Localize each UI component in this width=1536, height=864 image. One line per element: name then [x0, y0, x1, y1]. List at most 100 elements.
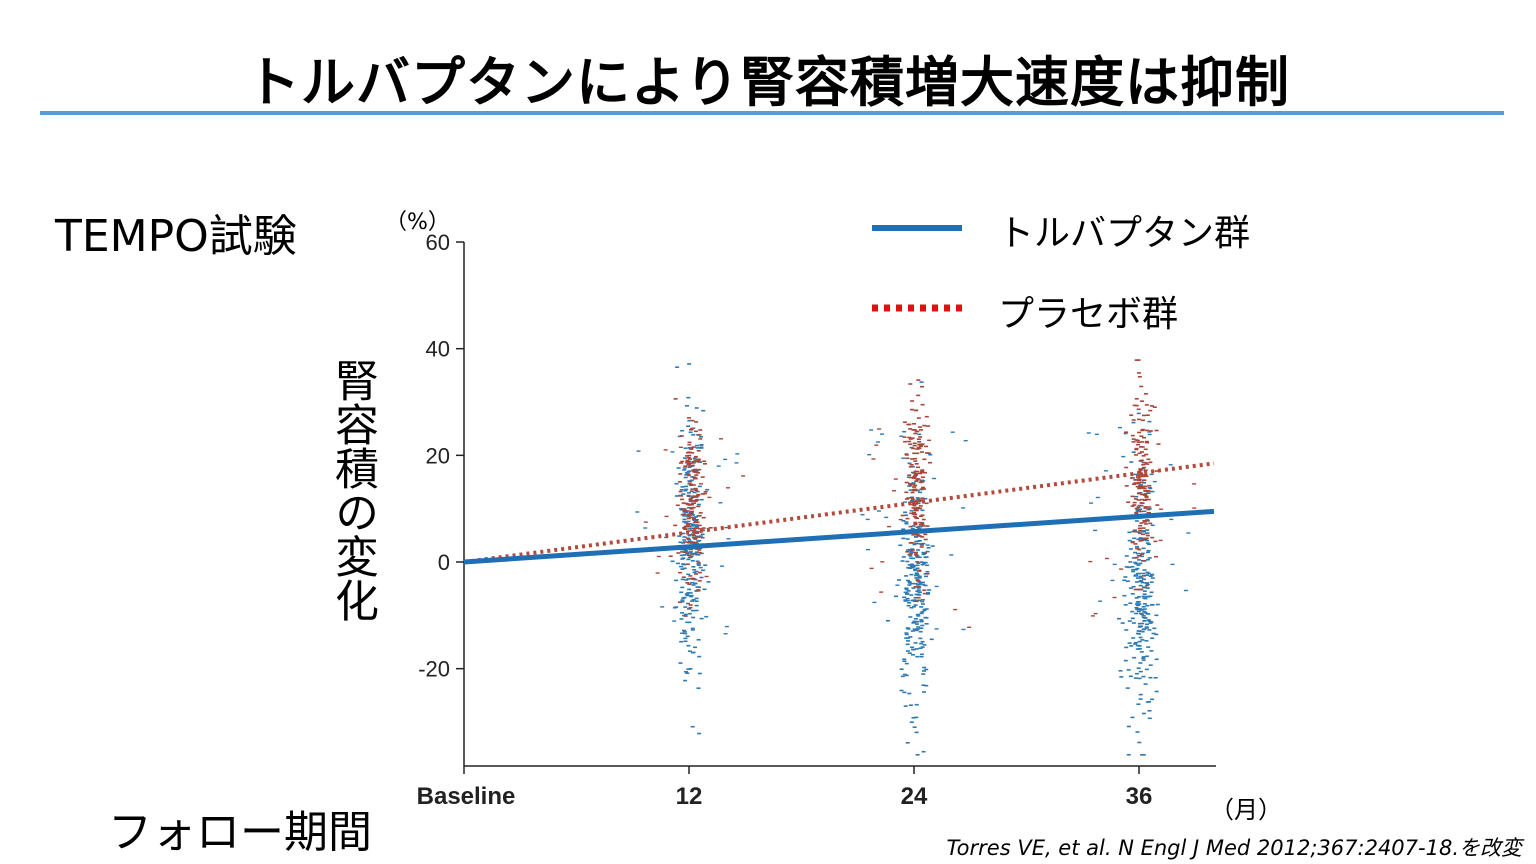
data-point-placebo [1130, 505, 1135, 507]
data-point-placebo [687, 583, 692, 585]
data-point-tolvaptan [685, 621, 690, 624]
data-point-scatter [723, 458, 728, 461]
data-point-tolvaptan [1133, 643, 1138, 645]
data-point-tolvaptan [1136, 538, 1141, 541]
data-point-placebo [902, 421, 907, 423]
data-point-scatter [1183, 589, 1188, 592]
data-point-placebo [917, 447, 922, 450]
data-point-tolvaptan [905, 597, 910, 600]
data-point-tolvaptan [1142, 603, 1147, 605]
data-point-placebo [690, 529, 695, 532]
data-point-tolvaptan [1140, 622, 1145, 625]
data-point-tolvaptan [678, 541, 683, 544]
data-point-placebo [1140, 441, 1145, 443]
data-point-tolvaptan [916, 498, 921, 500]
data-point-placebo [1146, 498, 1151, 501]
data-point-placebo [905, 457, 910, 460]
data-point-tolvaptan [912, 726, 917, 728]
data-point-tolvaptan [685, 635, 690, 638]
data-point-tolvaptan [696, 564, 701, 566]
data-point-tolvaptan [885, 620, 890, 622]
data-point-scatter [719, 438, 723, 440]
data-point-placebo [1131, 438, 1136, 440]
data-point-scatter [1149, 473, 1154, 476]
data-point-tolvaptan [907, 602, 912, 604]
data-point-placebo [698, 438, 703, 440]
data-point-placebo [1133, 557, 1138, 559]
data-point-placebo [1146, 508, 1151, 511]
data-point-placebo [918, 436, 923, 438]
data-point-tolvaptan [908, 555, 913, 557]
data-point-scatter [1094, 433, 1099, 435]
data-point-placebo [913, 586, 918, 588]
data-point-tolvaptan [919, 642, 924, 645]
data-point-placebo [912, 515, 917, 518]
data-point-placebo [695, 498, 700, 501]
data-point-placebo [908, 466, 913, 468]
data-point-tolvaptan [1123, 604, 1128, 606]
data-point-placebo [916, 438, 921, 440]
data-point-tolvaptan [684, 550, 689, 553]
data-point-placebo [687, 554, 691, 557]
data-point-tolvaptan [694, 590, 699, 592]
data-point-placebo [904, 481, 909, 484]
data-point-placebo [1132, 404, 1137, 407]
data-point-tolvaptan [687, 528, 692, 530]
data-point-scatter [1147, 433, 1152, 436]
data-point-placebo [1137, 555, 1142, 557]
data-point-placebo [700, 476, 705, 478]
data-point-placebo [1139, 522, 1144, 524]
data-point-placebo [922, 424, 927, 427]
data-point-placebo [1143, 520, 1148, 522]
data-point-placebo [689, 448, 694, 450]
data-point-tolvaptan [1130, 610, 1135, 613]
data-point-placebo [909, 496, 914, 499]
data-point-tolvaptan [914, 703, 919, 706]
data-point-tolvaptan [1146, 492, 1151, 494]
data-point-tolvaptan [1134, 568, 1138, 571]
data-point-placebo [920, 385, 924, 388]
data-point-placebo [1137, 431, 1142, 434]
data-point-tolvaptan [905, 593, 909, 595]
data-point-scatter [903, 501, 908, 503]
data-point-tolvaptan [910, 646, 915, 649]
data-point-placebo [688, 458, 692, 460]
data-point-placebo [693, 487, 698, 490]
data-point-tolvaptan [682, 567, 687, 570]
data-point-tolvaptan [1147, 701, 1152, 703]
data-point-placebo [924, 502, 929, 505]
data-point-placebo [686, 494, 691, 497]
data-point-placebo [925, 573, 930, 575]
data-point-tolvaptan [911, 482, 916, 484]
data-point-scatter [880, 433, 884, 435]
data-point-tolvaptan [1127, 539, 1132, 542]
data-point-placebo [916, 394, 921, 397]
data-point-placebo [683, 465, 688, 467]
data-point-tolvaptan [1146, 619, 1151, 621]
data-point-tolvaptan [914, 629, 919, 632]
data-point-tolvaptan [1145, 623, 1149, 626]
data-point-placebo [703, 490, 708, 493]
data-point-placebo [697, 524, 702, 527]
data-point-tolvaptan [1134, 597, 1139, 599]
data-point-placebo [923, 552, 928, 554]
data-point-placebo [1153, 540, 1158, 543]
data-point-tolvaptan [905, 560, 910, 563]
data-point-placebo [913, 470, 918, 473]
data-point-placebo [912, 452, 917, 455]
data-point-tolvaptan [686, 396, 691, 399]
data-point-tolvaptan [902, 673, 907, 676]
data-point-placebo [708, 527, 713, 529]
data-point-tolvaptan [906, 590, 911, 592]
data-point-tolvaptan [1150, 577, 1155, 579]
data-point-placebo [1134, 439, 1139, 441]
data-point-tolvaptan [914, 507, 919, 509]
data-point-placebo [916, 562, 921, 564]
data-point-placebo [912, 423, 916, 425]
data-point-placebo [916, 466, 920, 469]
data-point-tolvaptan [902, 596, 907, 599]
data-point-tolvaptan [688, 551, 693, 553]
data-point-tolvaptan [907, 485, 912, 487]
data-point-placebo [1145, 463, 1150, 465]
data-point-placebo [1135, 485, 1140, 488]
